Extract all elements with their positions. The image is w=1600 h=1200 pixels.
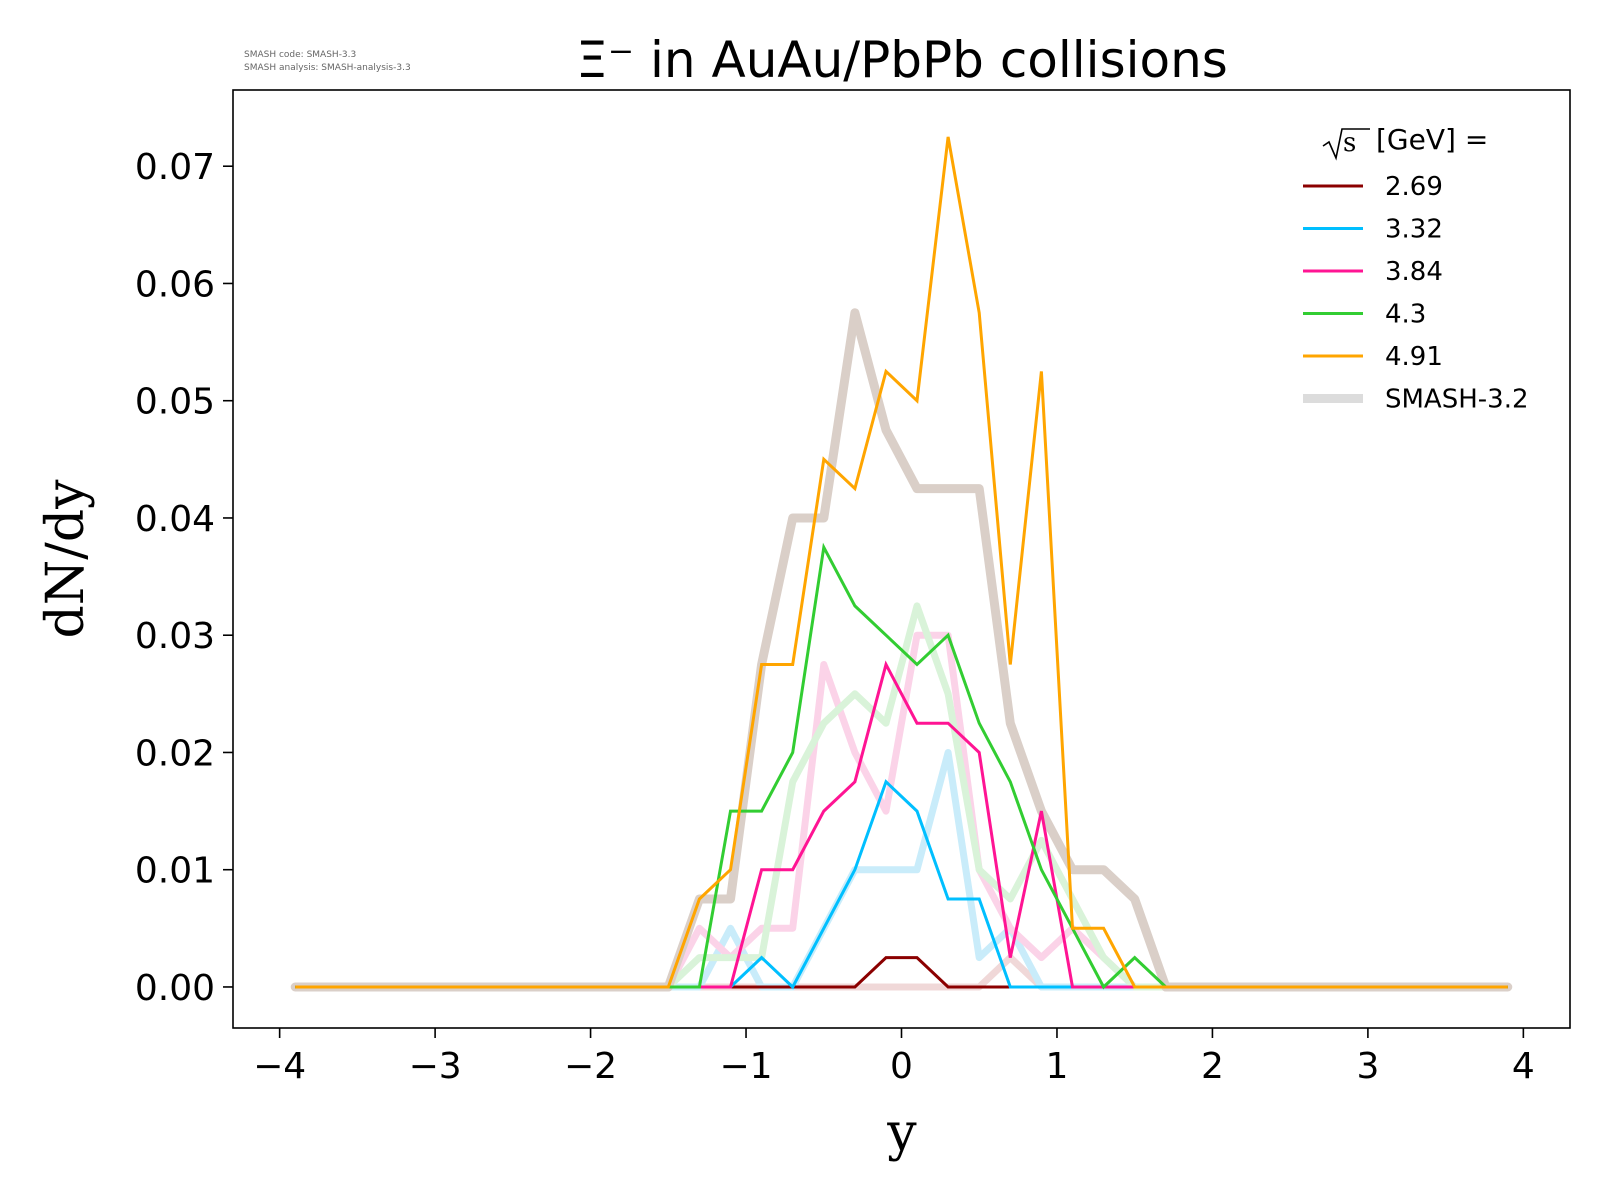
- y-tick-label: 0.05: [135, 382, 215, 423]
- y-tick-label: 0.00: [135, 968, 215, 1009]
- x-tick-label: 4: [1512, 1046, 1535, 1087]
- y-tick-label: 0.07: [135, 147, 215, 188]
- legend-title: s [GeV] =: [1322, 123, 1488, 161]
- x-axis: −4 −3 −2 −1 0 1 2 3 4: [253, 1028, 1535, 1087]
- legend-label: 3.32: [1385, 215, 1443, 245]
- x-tick-label: −1: [719, 1046, 772, 1087]
- legend-title-prefix: s: [1343, 128, 1356, 158]
- y-tick-label: 0.01: [135, 851, 215, 892]
- series-line-4-3: [295, 542, 1508, 990]
- plot-frame: [232, 89, 1571, 1029]
- watermark-code: SMASH code: SMASH-3.3: [244, 50, 356, 60]
- y-axis-label: dN/dy: [36, 479, 96, 639]
- x-tick-label: 3: [1356, 1046, 1379, 1087]
- series-line-4-91: [295, 136, 1508, 989]
- x-tick-label: 0: [890, 1046, 913, 1087]
- legend-entries: 2.69 3.32 3.84 4.3 4.91 SMASH-3.2: [1303, 172, 1529, 415]
- y-tick-label: 0.04: [135, 499, 215, 540]
- x-tick-label: −2: [564, 1046, 617, 1087]
- x-tick-label: −3: [409, 1046, 462, 1087]
- sqrt-icon: [1322, 128, 1370, 161]
- legend-label: 4.3: [1385, 300, 1426, 330]
- x-tick-label: 2: [1201, 1046, 1224, 1087]
- data-series: [295, 136, 1508, 990]
- legend-title-suffix: [GeV] =: [1376, 123, 1488, 156]
- legend-label: 3.84: [1385, 257, 1443, 287]
- watermark-analysis: SMASH analysis: SMASH-analysis-3.3: [244, 63, 411, 73]
- reference-line-1: [291, 749, 1512, 991]
- reference-line-2: [291, 631, 1512, 991]
- legend-label: SMASH-3.2: [1385, 385, 1529, 415]
- y-axis: 0.00 0.01 0.02 0.03 0.04 0.05 0.06 0.07: [135, 147, 233, 1009]
- y-tick-label: 0.02: [135, 733, 215, 774]
- legend: s [GeV] = 2.69 3.32 3.84 4.3 4.91 SMASH-3.2: [1303, 123, 1529, 415]
- legend-label: 4.91: [1385, 342, 1443, 372]
- x-tick-label: 1: [1046, 1046, 1069, 1087]
- x-axis-label: y: [886, 1103, 917, 1163]
- x-tick-label: −4: [253, 1046, 306, 1087]
- chart-title: Ξ⁻ in AuAu/PbPb collisions: [576, 31, 1228, 89]
- legend-label: 2.69: [1385, 172, 1443, 202]
- y-tick-label: 0.06: [135, 264, 215, 305]
- y-tick-label: 0.03: [135, 616, 215, 657]
